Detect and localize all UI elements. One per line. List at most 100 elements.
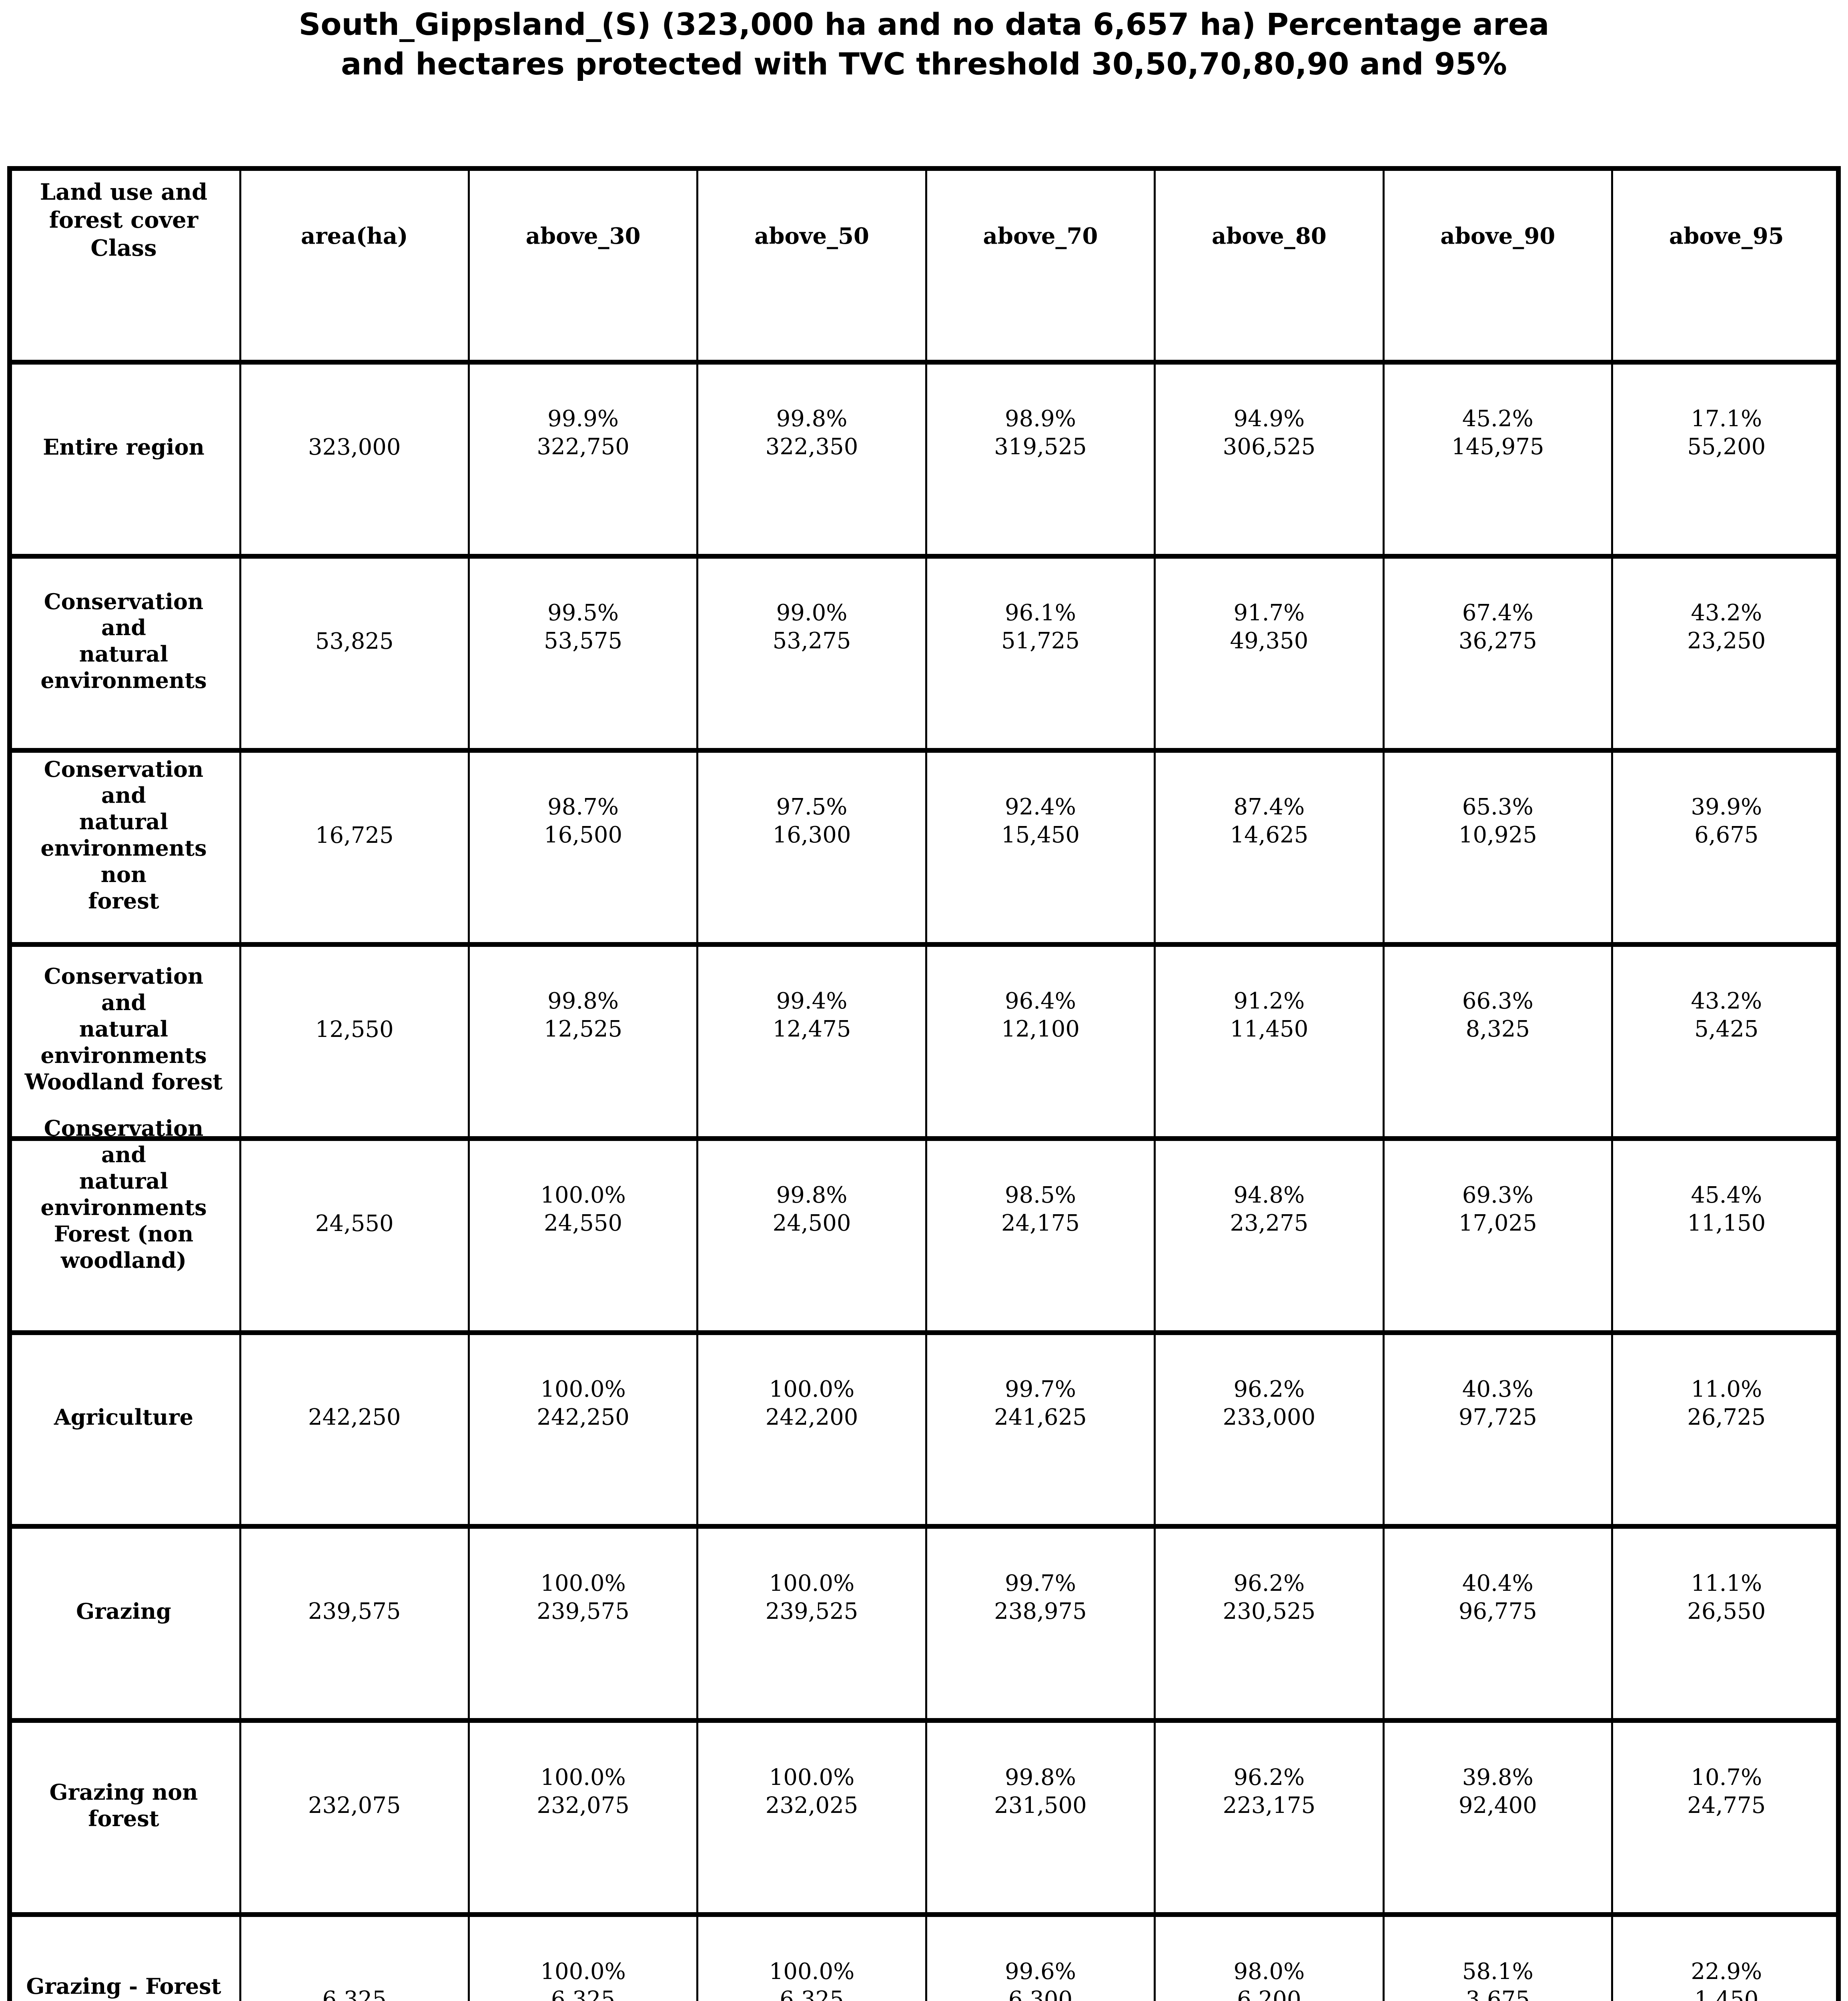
value-cell: 99.8% 12,525	[469, 944, 697, 1139]
area-cell: 323,000	[240, 362, 469, 556]
pct-value: 100.0%	[540, 1958, 626, 1985]
ha-value: 242,250	[537, 1404, 629, 1430]
row-label-cell: Agriculture	[7, 1332, 240, 1526]
value-cell: 100.0% 6,325	[469, 1915, 697, 2001]
value-cell: 96.4% 12,100	[926, 944, 1154, 1139]
area-value: 242,250	[308, 1404, 401, 1431]
pct-value: 96.1%	[1005, 600, 1076, 626]
threshold-values: 98.0% 6,200	[1233, 1958, 1305, 2001]
ha-value: 239,525	[765, 1598, 858, 1624]
column-header-cell: above_80	[1155, 166, 1383, 362]
ha-value: 11,150	[1687, 1210, 1766, 1237]
threshold-values: 96.2% 223,175	[1223, 1764, 1316, 1820]
area-cell: 242,250	[240, 1332, 469, 1526]
threshold-values: 11.1% 26,550	[1687, 1570, 1766, 1626]
pct-value: 17.1%	[1691, 406, 1762, 432]
threshold-values: 100.0% 239,525	[766, 1570, 858, 1626]
area-value: 16,725	[315, 822, 394, 848]
pct-value: 94.8%	[1233, 1182, 1305, 1209]
value-cell: 96.1% 51,725	[926, 556, 1154, 750]
value-cell: 66.3% 8,325	[1383, 944, 1612, 1139]
threshold-values: 96.1% 51,725	[1001, 599, 1080, 655]
threshold-values: 100.0% 232,025	[766, 1764, 858, 1820]
pct-value: 92.4%	[1005, 794, 1076, 820]
pct-value: 39.8%	[1462, 1764, 1533, 1790]
value-cell: 99.8% 24,500	[698, 1139, 926, 1333]
grid-line	[239, 166, 241, 2001]
page-title-line2: and hectares protected with TVC threshol…	[341, 46, 1507, 82]
ha-value: 8,325	[1465, 1016, 1530, 1043]
value-cell: 65.3% 10,925	[1383, 750, 1612, 944]
ha-value: 306,525	[1223, 434, 1316, 460]
threshold-values: 94.9% 306,525	[1223, 405, 1316, 461]
value-cell: 39.8% 92,400	[1383, 1720, 1612, 1915]
grid-line	[1836, 166, 1841, 2001]
value-cell: 40.3% 97,725	[1383, 1332, 1612, 1526]
ha-value: 24,500	[772, 1210, 851, 1237]
pct-value: 99.8%	[547, 988, 619, 1015]
grid-line	[7, 748, 1841, 753]
value-cell: 96.2% 233,000	[1155, 1332, 1383, 1526]
value-cell: 99.9% 322,750	[469, 362, 697, 556]
pct-value: 99.8%	[1005, 1764, 1076, 1790]
threshold-values: 87.4% 14,625	[1230, 793, 1308, 849]
pct-value: 100.0%	[769, 1570, 855, 1596]
row-label-cell: Conservation and natural environments no…	[7, 750, 240, 944]
pct-value: 58.1%	[1462, 1958, 1533, 1985]
value-cell: 22.9% 1,450	[1612, 1915, 1841, 2001]
threshold-values: 65.3% 10,925	[1459, 793, 1537, 849]
grid-line	[7, 1330, 1841, 1335]
area-cell: 232,075	[240, 1720, 469, 1915]
ha-value: 1,450	[1694, 1986, 1759, 2001]
value-cell: 91.2% 11,450	[1155, 944, 1383, 1139]
ha-value: 145,975	[1451, 434, 1544, 460]
pct-value: 96.2%	[1233, 1764, 1305, 1790]
row-label: Grazing - Forest (non woodland)	[26, 1973, 221, 2001]
grid-line	[7, 166, 12, 2001]
pct-value: 66.3%	[1462, 988, 1533, 1015]
ha-value: 14,625	[1230, 822, 1309, 848]
value-cell: 96.2% 223,175	[1155, 1720, 1383, 1915]
column-header-cell: above_70	[926, 166, 1154, 362]
pct-value: 67.4%	[1462, 600, 1533, 626]
threshold-values: 100.0% 6,325	[769, 1958, 855, 2001]
threshold-values: 99.7% 238,975	[994, 1570, 1087, 1626]
pct-value: 94.9%	[1233, 406, 1305, 432]
pct-value: 87.4%	[1233, 794, 1305, 820]
table-grid: Land use and forest cover Class area(ha)…	[7, 166, 1841, 2001]
pct-value: 100.0%	[769, 1958, 855, 1985]
threshold-values: 100.0% 242,200	[766, 1375, 858, 1432]
value-cell: 39.9% 6,675	[1612, 750, 1841, 944]
pct-value: 39.9%	[1691, 794, 1762, 820]
ha-value: 24,550	[544, 1210, 623, 1237]
value-cell: 98.5% 24,175	[926, 1139, 1154, 1333]
column-header-cell: above_30	[469, 166, 697, 362]
threshold-values: 94.8% 23,275	[1230, 1181, 1308, 1237]
row-label: Conservation and natural environments Fo…	[40, 1115, 207, 1273]
pct-value: 98.0%	[1233, 1958, 1305, 1985]
threshold-values: 99.4% 12,475	[773, 987, 851, 1043]
row-label-cell: Grazing - Forest (non woodland)	[7, 1915, 240, 2001]
area-cell: 16,725	[240, 750, 469, 944]
ha-value: 97,725	[1458, 1404, 1537, 1430]
row-label: Grazing	[76, 1598, 171, 1624]
grid-line	[925, 166, 927, 2001]
grid-line	[1154, 166, 1156, 2001]
grid-line	[1383, 166, 1385, 2001]
threshold-values: 43.2% 23,250	[1687, 599, 1766, 655]
grid-line	[7, 942, 1841, 947]
ha-value: 239,575	[537, 1598, 629, 1624]
column-header: above_70	[983, 223, 1098, 249]
value-cell: 94.9% 306,525	[1155, 362, 1383, 556]
column-header-cell: above_95	[1612, 166, 1841, 362]
area-cell: 6,325	[240, 1915, 469, 2001]
threshold-values: 39.9% 6,675	[1691, 793, 1762, 849]
ha-value: 96,775	[1458, 1598, 1537, 1624]
pct-value: 69.3%	[1462, 1182, 1533, 1209]
value-cell: 100.0% 232,025	[698, 1720, 926, 1915]
area-value: 239,575	[308, 1598, 401, 1625]
column-header-cell: Land use and forest cover Class	[7, 166, 240, 362]
pct-value: 100.0%	[769, 1764, 855, 1790]
threshold-values: 99.5% 53,575	[544, 599, 622, 655]
